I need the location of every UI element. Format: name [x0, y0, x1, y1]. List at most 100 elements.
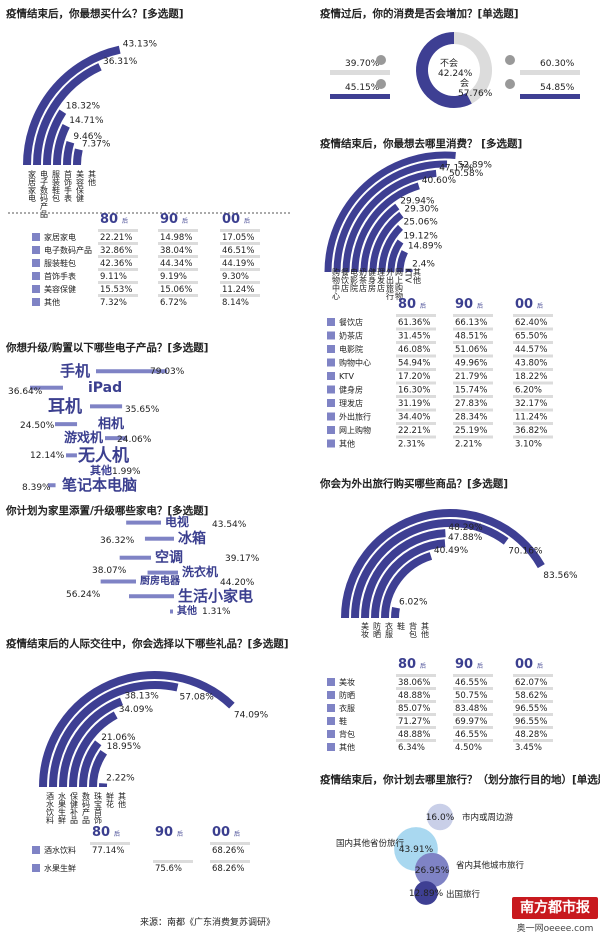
brand-logo: 南方都市报 奥一网oeeee.com: [512, 897, 598, 937]
travel-row-track-5-1: [453, 739, 493, 742]
places-arc-6: [378, 224, 404, 273]
buy-row-g90-0: 14.98%: [160, 233, 192, 243]
places-row-label-8: 网上购物: [339, 425, 371, 435]
buy-row-track-2-1: [158, 255, 198, 258]
electronics-bar-4: [105, 436, 127, 441]
buy-row-g80-2: 42.36%: [100, 259, 132, 269]
buy-row-icon-1: [32, 246, 40, 254]
travel-row-g00-1: 58.62%: [515, 691, 547, 701]
travel-value-4: 40.49%: [434, 546, 469, 556]
buy-row-icon-0: [32, 233, 40, 241]
places-row-track-7-0: [396, 408, 436, 412]
destination-label-0: 市内或周边游: [462, 812, 514, 823]
appliances-value-4: 44.20%: [220, 578, 255, 588]
gifts-gen-sfx-0: 后: [114, 830, 120, 838]
gifts-row-icon-1: [32, 864, 40, 872]
travel-row-track-4-1: [453, 726, 493, 729]
man-icon: [376, 55, 386, 65]
travel-row-g90-3: 69.97%: [455, 717, 487, 727]
travel-row-g80-2: 85.07%: [398, 704, 430, 714]
travel-row-g00-4: 48.28%: [515, 730, 547, 740]
gifts-row-g80-0: 77.14%: [92, 846, 124, 856]
buy-row-track-4-0: [98, 281, 138, 284]
electronics-value-0: 79.03%: [150, 367, 185, 377]
places-row-g90-8: 25.19%: [455, 426, 487, 436]
places-row-g90-2: 51.06%: [455, 345, 487, 355]
travel-cat-0: 美妆: [361, 621, 370, 639]
electronics-word-2: 耳机: [48, 396, 82, 417]
places-row-g00-0: 62.40%: [515, 318, 547, 328]
places-row-g80-0: 61.36%: [398, 318, 430, 328]
travel-row-label-0: 美妆: [339, 677, 355, 687]
gifts-gen-sfx-1: 后: [177, 830, 183, 838]
electronics-word-5: 无人机: [77, 445, 129, 466]
places-row-g80-7: 34.40%: [398, 413, 430, 423]
gifts-row-label-0: 酒水饮料: [44, 845, 76, 855]
travel-gen-2: 00: [515, 657, 533, 672]
buy-row-g90-4: 15.06%: [160, 285, 192, 295]
places-row-label-2: 电影院: [339, 344, 363, 354]
buy-row-track-5-2: [220, 294, 260, 297]
places-row-g90-1: 48.51%: [455, 332, 487, 342]
places-row-track-5-0: [396, 381, 436, 385]
travel-row-track-0-2: [513, 674, 553, 677]
buy-row-label-5: 其他: [44, 297, 60, 307]
electronics-bar-2: [90, 404, 123, 409]
places-row-g90-5: 15.74%: [455, 386, 487, 396]
places-row-g80-1: 31.45%: [398, 332, 430, 342]
places-row-g80-6: 31.19%: [398, 399, 430, 409]
electronics-value-6: 1.99%: [112, 467, 141, 477]
places-row-track-9-1: [453, 435, 493, 439]
brand-name: 南方都市报: [512, 897, 598, 919]
gifts-row-track-0-2: [210, 842, 250, 845]
buy-cat-5: 其他: [88, 170, 97, 187]
places-cat-0: 购物中心: [332, 267, 341, 300]
travel-row-g90-4: 46.55%: [455, 730, 487, 740]
increase-left-bar-0: [330, 70, 390, 75]
places-row-icon-4: [327, 372, 335, 380]
places-row-icon-9: [327, 439, 335, 448]
electronics-bar-7: [48, 483, 56, 488]
appliances-bar-1: [144, 536, 174, 541]
destination-value-1: 43.91%: [399, 845, 434, 855]
places-row-g80-4: 17.20%: [398, 372, 430, 382]
gifts-arc-4: [79, 740, 102, 788]
places-row-track-4-1: [453, 368, 493, 371]
gifts-arc-1: [49, 681, 179, 788]
gifts-cat-4: 珠宝首饰: [94, 791, 103, 825]
increase-right-bar-0: [520, 70, 580, 75]
places-value-3: 40.60%: [422, 176, 457, 186]
travel-row-track-3-0: [396, 713, 436, 716]
buy-row-label-2: 服装鞋包: [44, 258, 76, 268]
travel-row-track-5-0: [396, 739, 436, 742]
places-arc-5: [369, 211, 404, 273]
buy-arc-0: [23, 45, 121, 166]
places-value-5: 29.30%: [404, 205, 439, 215]
increase-value-1: 57.76%: [458, 89, 493, 99]
electronics-word-1: iPad: [88, 380, 122, 396]
places-gen-sfx-0: 后: [420, 302, 426, 310]
travel-row-label-3: 鞋: [339, 716, 347, 726]
increase-value-0: 42.24%: [438, 69, 473, 79]
places-row-g00-6: 32.17%: [515, 399, 547, 409]
places-row-label-3: 购物中心: [339, 358, 371, 368]
places-row-label-6: 理发店: [339, 398, 363, 408]
places-row-track-7-1: [453, 408, 493, 412]
travel-gen-1: 90: [455, 657, 473, 672]
buy-arc-3: [52, 124, 70, 166]
destination-label-1: 国内其他省份旅行: [336, 838, 405, 849]
travel-row-icon-3: [327, 717, 335, 725]
electronics-word-6: 其他: [90, 463, 112, 477]
gifts-arc-2: [59, 697, 124, 788]
increase-cat-1: 会: [460, 77, 469, 89]
increase-slice-1: [416, 32, 472, 108]
buy-gen-sfx-2: 后: [244, 217, 250, 225]
travel-row-track-3-1: [453, 713, 493, 716]
gifts-row-track-1-2: [210, 860, 250, 863]
destination-value-0: 16.0%: [426, 813, 455, 823]
places-value-0: 52.89%: [458, 160, 493, 170]
destination-title: 疫情结束后，你计划去哪里旅行？（划分旅行目的地）[单选题]: [320, 774, 600, 786]
places-value-6: 25.06%: [404, 217, 439, 227]
